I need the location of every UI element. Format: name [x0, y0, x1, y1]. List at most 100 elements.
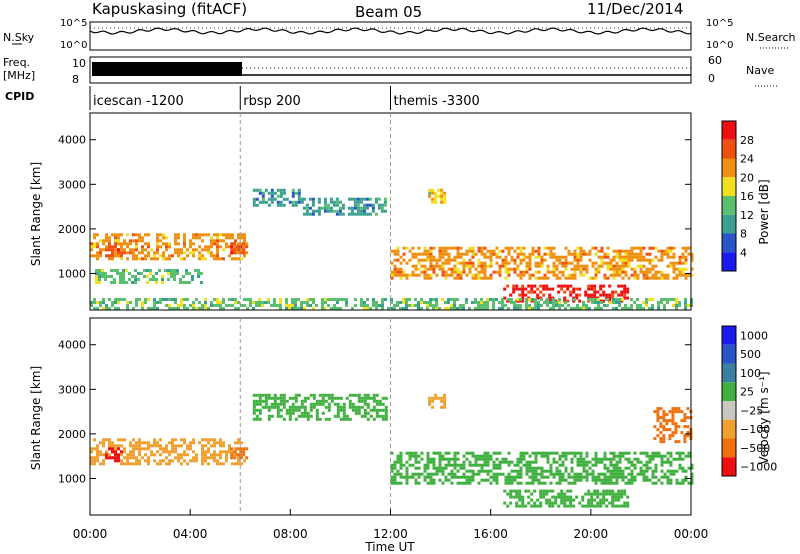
echo-cell: [596, 504, 600, 508]
echo-cell: [108, 298, 111, 301]
echo-cell: [531, 475, 535, 479]
echo-cell: [186, 453, 189, 457]
echo-cell: [441, 457, 445, 461]
echo-cell: [126, 459, 129, 463]
echo-cell: [186, 298, 189, 301]
echo-cell: [483, 273, 487, 277]
echo-cell: [573, 273, 577, 277]
echo-cell: [228, 450, 231, 454]
colorbar-swatch: [722, 382, 736, 401]
echo-cell: [411, 270, 415, 274]
echo-cell: [420, 457, 424, 461]
echo-cell: [372, 417, 376, 421]
echo-cell: [639, 252, 643, 256]
echo-cell: [543, 273, 547, 277]
echo-cell: [353, 206, 357, 210]
echo-cell: [125, 281, 128, 284]
echo-cell: [654, 475, 658, 479]
echo-cell: [483, 469, 487, 473]
echo-cell: [566, 287, 570, 291]
echo-cell: [144, 242, 147, 246]
echo-cell: [495, 252, 499, 256]
echo-cell: [173, 278, 176, 281]
echo-cell: [528, 307, 531, 310]
echo-cell: [596, 492, 600, 496]
echo-cell: [599, 284, 603, 288]
echo-cell: [302, 197, 306, 201]
echo-cell: [578, 299, 582, 303]
colorbar-tick-label: 8: [740, 228, 747, 241]
echo-cell: [429, 246, 433, 250]
echo-cell: [594, 301, 597, 304]
echo-cell: [447, 255, 451, 259]
echo-cell: [609, 301, 612, 304]
echo-cell: [198, 245, 201, 249]
echo-cell: [507, 481, 511, 485]
echo-cell: [288, 405, 292, 409]
echo-cell: [423, 276, 427, 280]
echo-cell: [336, 298, 339, 301]
echo-cell: [102, 441, 105, 445]
echo-cell: [537, 252, 541, 256]
echo-cell: [435, 451, 439, 455]
echo-cell: [432, 246, 436, 250]
echo-cell: [432, 457, 436, 461]
echo-cell: [672, 246, 676, 250]
echo-cell: [240, 242, 243, 246]
echo-cell: [612, 267, 616, 271]
echo-cell: [537, 246, 541, 250]
echo-cell: [396, 249, 400, 253]
echo-cell: [408, 475, 412, 479]
echo-cell: [593, 284, 597, 288]
echo-cell: [96, 254, 99, 258]
echo-cell: [669, 478, 673, 482]
echo-cell: [261, 405, 265, 409]
echo-cell: [605, 489, 609, 493]
echo-cell: [426, 276, 430, 280]
echo-cell: [666, 246, 670, 250]
echo-cell: [264, 405, 268, 409]
echo-cell: [603, 255, 607, 259]
echo-cell: [510, 258, 514, 262]
echo-cell: [297, 188, 301, 192]
echo-cell: [240, 441, 243, 445]
echo-cell: [572, 299, 576, 303]
echo-cell: [603, 472, 607, 476]
echo-cell: [615, 298, 618, 301]
echo-cell: [113, 269, 116, 272]
echo-cell: [135, 301, 138, 304]
echo-cell: [399, 301, 402, 304]
echo-cell: [366, 396, 370, 400]
echo-cell: [155, 272, 158, 275]
echo-cell: [501, 249, 505, 253]
echo-cell: [659, 407, 663, 411]
echo-cell: [456, 457, 460, 461]
echo-cell: [429, 267, 433, 271]
echo-cell: [309, 405, 313, 409]
echo-cell: [306, 298, 309, 301]
echo-cell: [432, 451, 436, 455]
echo-cell: [668, 434, 672, 438]
echo-cell: [530, 504, 534, 508]
echo-cell: [471, 246, 475, 250]
echo-cell: [183, 441, 186, 445]
echo-cell: [623, 287, 627, 291]
echo-cell: [624, 481, 628, 485]
echo-cell: [99, 304, 102, 307]
echo-cell: [504, 255, 508, 259]
echo-cell: [474, 307, 477, 310]
echo-cell: [396, 457, 400, 461]
echo-cell: [443, 405, 447, 409]
echo-cell: [213, 239, 216, 243]
echo-cell: [108, 245, 111, 249]
echo-cell: [131, 275, 134, 278]
echo-cell: [368, 197, 372, 201]
echo-cell: [534, 307, 537, 310]
echo-cell: [146, 269, 149, 272]
echo-cell: [602, 489, 606, 493]
echo-cell: [611, 498, 615, 502]
echo-cell: [642, 451, 646, 455]
echo-cell: [300, 402, 304, 406]
colorbar-swatch: [722, 121, 736, 140]
echo-cell: [623, 290, 627, 294]
